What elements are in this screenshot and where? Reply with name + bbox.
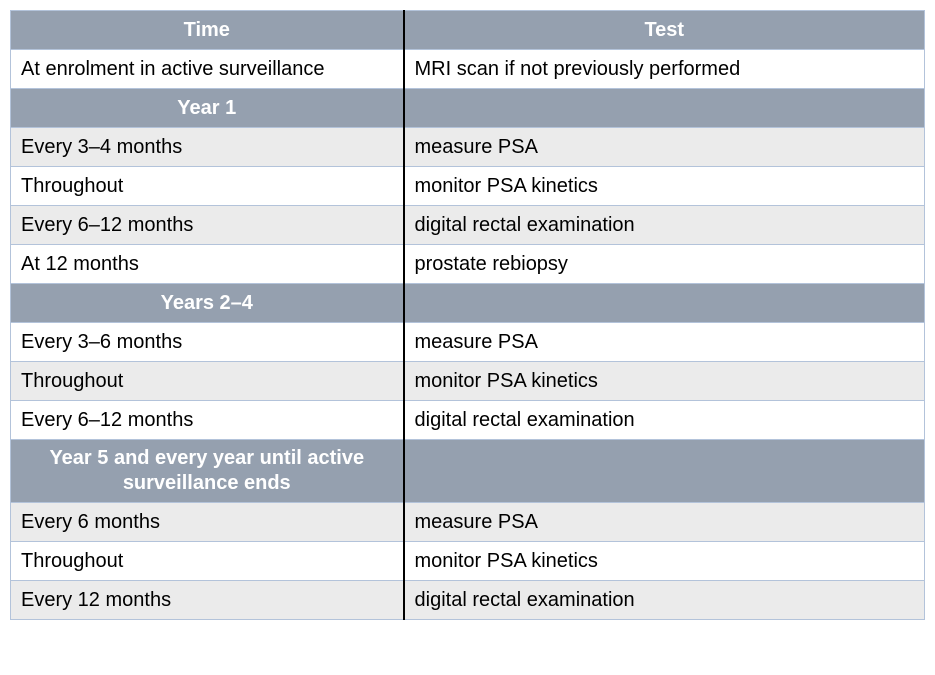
table-row: Every 12 months digital rectal examinati… <box>11 581 925 620</box>
table-row: Every 6 months measure PSA <box>11 503 925 542</box>
section-label: Year 5 and every year until active surve… <box>11 440 404 503</box>
cell-time: Throughout <box>11 167 404 206</box>
cell-time: Every 6 months <box>11 503 404 542</box>
section-empty <box>404 89 925 128</box>
cell-time: At 12 months <box>11 245 404 284</box>
column-header-time: Time <box>11 11 404 50</box>
cell-time: At enrolment in active surveillance <box>11 50 404 89</box>
cell-time: Every 6–12 months <box>11 401 404 440</box>
table-row: Throughout monitor PSA kinetics <box>11 542 925 581</box>
table-row: At enrolment in active surveillance MRI … <box>11 50 925 89</box>
cell-time: Every 3–6 months <box>11 323 404 362</box>
cell-test: monitor PSA kinetics <box>404 167 925 206</box>
cell-test: prostate rebiopsy <box>404 245 925 284</box>
table-row: Every 6–12 months digital rectal examina… <box>11 401 925 440</box>
cell-time: Throughout <box>11 362 404 401</box>
section-row: Year 1 <box>11 89 925 128</box>
table-row: Throughout monitor PSA kinetics <box>11 362 925 401</box>
cell-test: digital rectal examination <box>404 206 925 245</box>
cell-test: measure PSA <box>404 128 925 167</box>
cell-test: MRI scan if not previously performed <box>404 50 925 89</box>
table: Time Test At enrolment in active surveil… <box>10 10 925 620</box>
cell-test: measure PSA <box>404 323 925 362</box>
cell-test: digital rectal examination <box>404 581 925 620</box>
cell-time: Throughout <box>11 542 404 581</box>
cell-test: monitor PSA kinetics <box>404 362 925 401</box>
table-header-row: Time Test <box>11 11 925 50</box>
section-label: Years 2–4 <box>11 284 404 323</box>
cell-time: Every 6–12 months <box>11 206 404 245</box>
cell-test: digital rectal examination <box>404 401 925 440</box>
section-label: Year 1 <box>11 89 404 128</box>
cell-time: Every 12 months <box>11 581 404 620</box>
cell-test: monitor PSA kinetics <box>404 542 925 581</box>
section-row: Year 5 and every year until active surve… <box>11 440 925 503</box>
table-row: Every 6–12 months digital rectal examina… <box>11 206 925 245</box>
table-row: Every 3–6 months measure PSA <box>11 323 925 362</box>
cell-test: measure PSA <box>404 503 925 542</box>
table-row: At 12 months prostate rebiopsy <box>11 245 925 284</box>
surveillance-schedule-table: Time Test At enrolment in active surveil… <box>10 10 925 620</box>
section-row: Years 2–4 <box>11 284 925 323</box>
table-body: At enrolment in active surveillance MRI … <box>11 50 925 620</box>
table-row: Every 3–4 months measure PSA <box>11 128 925 167</box>
cell-time: Every 3–4 months <box>11 128 404 167</box>
column-header-test: Test <box>404 11 925 50</box>
table-row: Throughout monitor PSA kinetics <box>11 167 925 206</box>
section-empty <box>404 284 925 323</box>
section-empty <box>404 440 925 503</box>
